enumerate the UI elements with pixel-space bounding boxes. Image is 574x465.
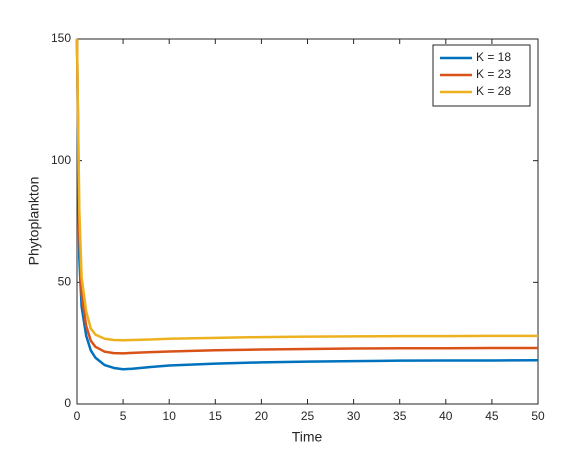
x-tick-label: 50 bbox=[531, 409, 545, 423]
x-tick-label: 35 bbox=[393, 409, 407, 423]
x-tick-label: 10 bbox=[163, 409, 177, 423]
x-tick-label: 15 bbox=[209, 409, 223, 423]
series-line bbox=[75, 38, 538, 342]
y-tick-label: 50 bbox=[58, 275, 72, 289]
x-tick-label: 0 bbox=[74, 409, 81, 423]
y-tick-label: 150 bbox=[51, 31, 71, 45]
series-line bbox=[75, 38, 538, 355]
x-tick-label: 40 bbox=[439, 409, 453, 423]
legend-label: K = 18 bbox=[476, 50, 511, 64]
y-tick-label: 0 bbox=[64, 396, 71, 410]
x-tick-label: 25 bbox=[301, 409, 315, 423]
x-tick-label: 30 bbox=[347, 409, 361, 423]
x-axis-title: Time bbox=[292, 429, 323, 445]
x-tick-label: 20 bbox=[255, 409, 269, 423]
x-tick-label: 5 bbox=[120, 409, 127, 423]
y-axis-title: Phytoplankton bbox=[26, 177, 42, 266]
x-tick-label: 45 bbox=[485, 409, 499, 423]
y-tick-label: 100 bbox=[51, 153, 71, 167]
series-line bbox=[75, 38, 539, 371]
legend-label: K = 28 bbox=[476, 84, 511, 98]
legend-label: K = 23 bbox=[476, 67, 511, 81]
